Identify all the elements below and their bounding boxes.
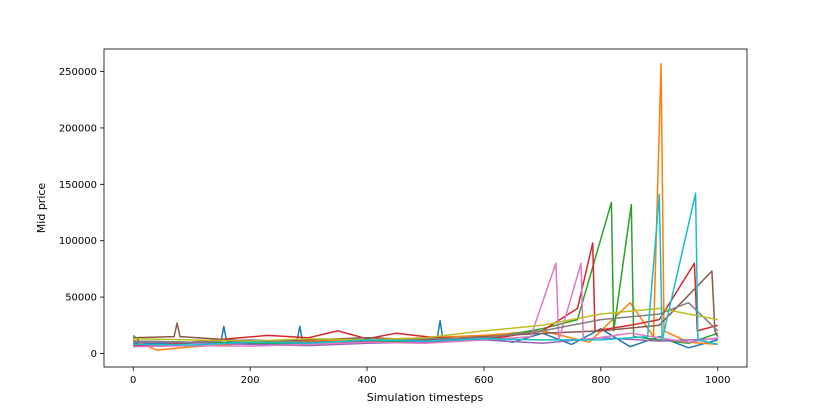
- series-layer: [132, 62, 719, 351]
- y-axis: 0 50000 100000 150000 200000 250000: [59, 67, 104, 360]
- x-tick-label: 400: [357, 375, 376, 386]
- y-tick-label: 100000: [59, 236, 97, 247]
- x-axis-label: Simulation timesteps: [367, 391, 484, 404]
- series-line-10: [133, 192, 718, 346]
- y-tick-label: 50000: [65, 293, 97, 304]
- y-tick-label: 200000: [59, 123, 97, 134]
- y-tick-label: 0: [91, 349, 97, 360]
- x-tick-label: 1000: [705, 375, 730, 386]
- y-tick-label: 150000: [59, 180, 97, 191]
- x-tick-label: 800: [591, 375, 610, 386]
- y-axis-label: Mid price: [35, 183, 48, 234]
- y-tick-label: 250000: [59, 67, 97, 78]
- series-line-6: [133, 270, 719, 342]
- plot-frame: [103, 48, 748, 368]
- series-line-7: [133, 262, 718, 348]
- series-line-1: [133, 320, 718, 349]
- series-line-9: [133, 307, 718, 342]
- x-tick-label: 600: [474, 375, 493, 386]
- x-axis: 0 200 400 600 800 1000: [130, 367, 730, 386]
- x-tick-label: 0: [130, 375, 136, 386]
- x-tick-label: 200: [241, 375, 260, 386]
